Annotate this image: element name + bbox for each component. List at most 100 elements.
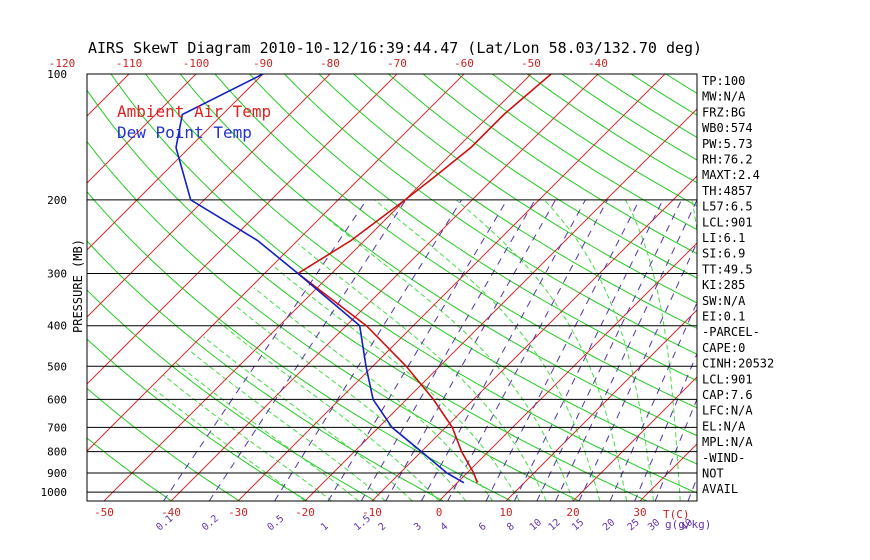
side-panel-item: AVAIL — [702, 482, 738, 496]
top-temperature-tick-label: -110 — [116, 57, 143, 70]
moist-adiabat-line — [190, 350, 386, 501]
plot-frame — [86, 73, 698, 502]
side-panel-item: WB0:574 — [702, 121, 753, 135]
side-panel-item: KI:285 — [702, 278, 745, 292]
isotherm-line — [170, 74, 599, 501]
isotherm-line — [87, 74, 398, 385]
moist-adiabat-line — [455, 199, 628, 501]
dry-adiabat-line — [110, 74, 697, 494]
bottom-temperature-tick-label: 10 — [499, 506, 512, 519]
moist-adiabat-line — [175, 362, 359, 501]
isotherm-line — [841, 74, 870, 501]
isotherm-line — [774, 74, 870, 501]
mixing-ratio-line — [634, 352, 697, 501]
mixing-ratio-tick-label: 2 — [377, 521, 389, 533]
pressure-tick-label: 100 — [47, 68, 67, 81]
side-panel-item: SW:N/A — [702, 294, 746, 308]
side-panel-item: -PARCEL- — [702, 325, 760, 339]
y-axis-label: PRESSURE (MB) — [71, 239, 85, 333]
mixing-ratio-tick-label: 10 — [528, 517, 544, 533]
dry-adiabat-line — [87, 387, 240, 501]
legend-dew-point-temp: Dew Point Temp — [117, 123, 252, 142]
isotherm-line — [87, 74, 465, 452]
mixing-ratio-tick-label: 8 — [505, 521, 517, 533]
mixing-ratio-line — [327, 199, 508, 501]
mixing-ratio-tick-label: 4 — [439, 521, 451, 533]
moist-adiabat-line — [151, 386, 306, 501]
mixing-ratio-line — [485, 199, 640, 501]
side-panel-item: MW:N/A — [702, 90, 746, 104]
mixing-ratio-line — [654, 397, 697, 501]
dry-adiabat-line — [422, 74, 697, 255]
side-panel-item: TP:100 — [702, 74, 745, 88]
pressure-tick-label: 800 — [47, 446, 67, 459]
mixing-ratio-unit-label: g(g/kg) — [665, 518, 711, 531]
side-panel-item: TH:4857 — [702, 184, 753, 198]
x-unit-label: T(C) — [663, 508, 690, 521]
side-panel-item: EL:N/A — [702, 419, 746, 433]
isotherm-line — [87, 74, 264, 251]
moist-adiabats — [151, 199, 697, 501]
mixing-ratio-tick-label: 30 — [646, 517, 662, 533]
isotherm-line — [237, 74, 666, 501]
side-panel-item: MPL:N/A — [702, 435, 753, 449]
dry-adiabat-line — [87, 338, 308, 501]
dew-point-temp-line — [175, 74, 465, 484]
mixing-ratio-tick-label: 6 — [477, 521, 489, 533]
isotherm-line — [87, 74, 197, 184]
mixing-ratio-line — [447, 199, 608, 501]
isotherm-line — [0, 74, 62, 501]
mixing-ratio-tick-label: 12 — [547, 517, 563, 533]
isobars — [87, 74, 697, 493]
side-panel-item: SI:6.9 — [702, 247, 745, 261]
mixing-ratio-line — [360, 199, 536, 501]
mixing-ratio-line — [420, 199, 586, 501]
top-temperature-tick-label: -90 — [253, 57, 273, 70]
pressure-labels: 100 200 300 400 500 600 700 800 900 1000 — [41, 68, 68, 499]
top-temperature-ticks: -120 -110 -100 -90 -80 -70 -60 -50 -40 — [49, 57, 608, 70]
mixing-ratio-line — [555, 199, 697, 501]
side-panel-item: NOT — [702, 467, 724, 481]
side-panel-item: EI:0.1 — [702, 310, 745, 324]
isotherm-line — [572, 376, 697, 501]
mixing-ratio-tick-label: 25 — [626, 517, 642, 533]
isotherm-line — [639, 443, 697, 501]
side-panel-item: MAXT:2.4 — [702, 168, 760, 182]
side-panel-item: LFC:N/A — [702, 404, 753, 418]
bottom-temperature-tick-label: 30 — [633, 506, 646, 519]
side-panel-item: LI:6.1 — [702, 231, 745, 245]
dry-adiabat-line — [87, 89, 648, 501]
mixing-ratio-line — [208, 199, 407, 501]
side-panel-item: LCL:901 — [702, 372, 753, 386]
mixing-ratio-line — [513, 199, 664, 501]
moist-adiabat-line — [163, 374, 333, 501]
side-panel-indices: TP:100MW:N/AFRZ:BGWB0:574PW:5.73RH:76.2M… — [702, 74, 774, 496]
isotherm-line — [505, 309, 697, 501]
pressure-tick-label: 400 — [47, 320, 67, 333]
top-temperature-tick-label: -120 — [49, 57, 76, 70]
dry-adiabat-line — [665, 74, 697, 94]
dry-adiabat-line — [87, 437, 172, 501]
top-temperature-tick-label: -60 — [454, 57, 474, 70]
mixing-ratio-ticks: 0.1 0.2 0.5 1 1.5 2 3 4 6 8 10 12 15 20 25 30 40 — [154, 513, 695, 533]
dry-adiabat-line — [214, 74, 697, 409]
mixing-ratio-line — [385, 199, 556, 501]
dry-adiabat-line — [526, 74, 697, 184]
mixing-ratio-line — [163, 199, 367, 501]
mixing-ratio-tick-label: 15 — [570, 517, 586, 533]
dry-adiabat-line — [284, 74, 697, 355]
bottom-temperature-tick-label: 20 — [566, 506, 579, 519]
isotherm-line — [87, 74, 130, 117]
pressure-tick-label: 900 — [47, 467, 67, 480]
bottom-temperature-tick-label: -30 — [228, 506, 248, 519]
mixing-ratio-tick-label: 0.2 — [200, 513, 221, 533]
top-temperature-tick-label: -100 — [183, 57, 210, 70]
side-panel-item: CINH:20532 — [702, 357, 774, 371]
isotherm-line — [304, 108, 697, 501]
pressure-tick-label: 500 — [47, 360, 67, 373]
moist-adiabat-line — [543, 199, 654, 501]
isotherms — [0, 74, 870, 501]
dry-adiabat-line — [318, 74, 697, 329]
dry-adiabat-line — [249, 74, 697, 382]
